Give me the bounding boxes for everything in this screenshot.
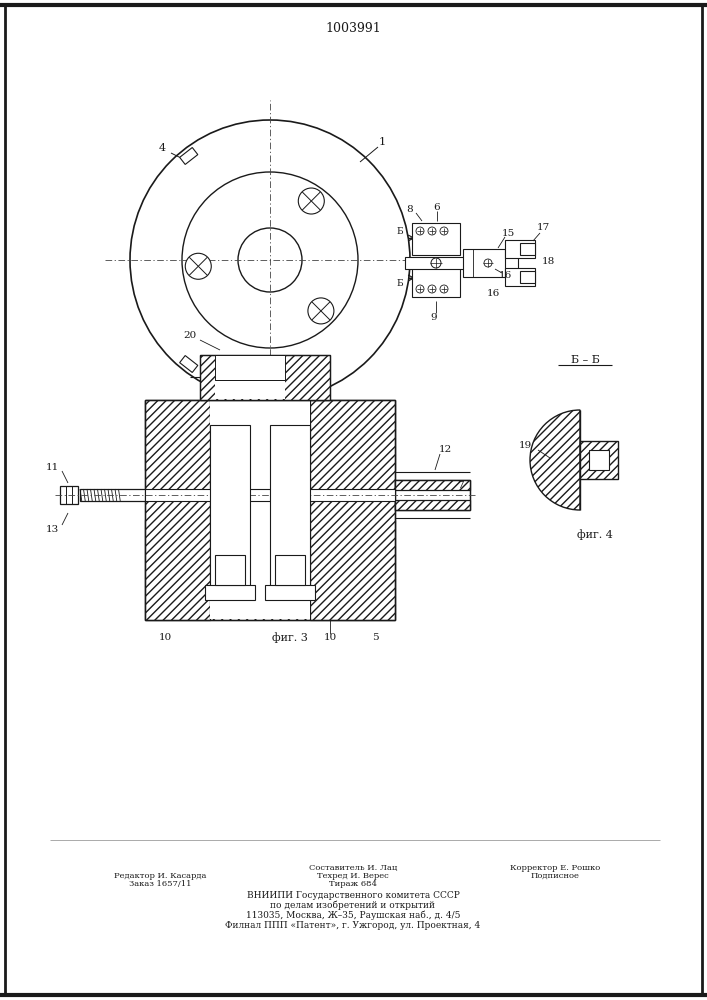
Bar	[395, 500, 470, 510]
Bar	[180, 356, 198, 372]
Text: 16: 16	[498, 270, 512, 279]
Text: Техред И. Верес: Техред И. Верес	[317, 872, 389, 880]
Text: Корректор Е. Рошко: Корректор Е. Рошко	[510, 864, 600, 872]
Text: Составитель И. Лац: Составитель И. Лац	[309, 864, 397, 872]
Bar	[505, 240, 535, 258]
Text: 1: 1	[378, 137, 385, 147]
Bar	[145, 400, 210, 620]
Bar	[310, 400, 395, 620]
Bar	[265, 585, 315, 600]
Bar	[180, 148, 198, 164]
Circle shape	[484, 259, 492, 267]
Bar	[210, 425, 250, 590]
Bar	[505, 268, 535, 286]
Text: 10: 10	[158, 634, 172, 643]
Bar	[205, 585, 255, 600]
Bar	[395, 480, 470, 490]
Text: 8: 8	[407, 205, 414, 214]
Bar	[200, 355, 330, 400]
Bar	[275, 555, 305, 585]
Text: Заказ 1657/11: Заказ 1657/11	[129, 880, 192, 888]
Bar	[215, 355, 285, 380]
Text: Тираж 684: Тираж 684	[329, 880, 377, 888]
Text: 5: 5	[372, 634, 378, 643]
Circle shape	[440, 227, 448, 235]
Bar	[412, 223, 460, 255]
Bar	[395, 480, 470, 510]
Bar	[270, 425, 310, 590]
Bar	[215, 355, 285, 399]
Circle shape	[238, 228, 302, 292]
Circle shape	[431, 258, 441, 268]
Circle shape	[185, 253, 211, 279]
Text: Б: Б	[397, 279, 403, 288]
Bar	[145, 400, 395, 470]
Text: фиг. 4: фиг. 4	[577, 530, 613, 540]
Bar	[463, 249, 505, 277]
Text: Б – Б: Б – Б	[571, 355, 600, 365]
Text: 18: 18	[542, 256, 554, 265]
Bar	[520, 243, 535, 255]
Circle shape	[130, 120, 410, 400]
Circle shape	[416, 285, 424, 293]
Wedge shape	[530, 410, 580, 510]
Text: 9: 9	[431, 312, 438, 322]
Bar	[405, 257, 518, 269]
Circle shape	[416, 227, 424, 235]
Text: А – А: А – А	[205, 367, 235, 377]
Text: Подписное: Подписное	[530, 872, 580, 880]
Circle shape	[428, 285, 436, 293]
Text: 7: 7	[457, 481, 463, 489]
Bar	[215, 555, 245, 585]
Bar	[200, 355, 330, 400]
Bar	[145, 520, 395, 620]
Text: 15: 15	[501, 229, 515, 237]
Circle shape	[308, 298, 334, 324]
Bar	[145, 489, 395, 501]
Bar	[145, 400, 395, 620]
Bar	[412, 265, 460, 297]
Text: 20: 20	[183, 330, 197, 340]
Bar	[80, 489, 145, 501]
Text: 6: 6	[433, 202, 440, 212]
Text: ВНИИПИ Государственного комитета СССР: ВНИИПИ Государственного комитета СССР	[247, 890, 460, 900]
Bar	[589, 450, 609, 470]
Text: 113035, Москва, Ж–35, Раушская наб., д. 4/5: 113035, Москва, Ж–35, Раушская наб., д. …	[246, 910, 460, 920]
Text: 12: 12	[438, 446, 452, 454]
Bar	[520, 271, 535, 283]
Text: Филнал ППП «Патент», г. Ужгород, ул. Проектная, 4: Филнал ППП «Патент», г. Ужгород, ул. Про…	[226, 920, 481, 930]
Text: фиг. 2: фиг. 2	[282, 428, 318, 438]
Circle shape	[428, 227, 436, 235]
Bar	[580, 441, 618, 479]
Text: 13: 13	[45, 526, 59, 534]
Text: 16: 16	[486, 288, 500, 298]
Bar	[60, 486, 78, 504]
Text: 17: 17	[537, 224, 549, 232]
Text: 11: 11	[45, 462, 59, 472]
Bar	[210, 401, 310, 619]
Text: 19: 19	[518, 440, 532, 450]
Text: 10: 10	[323, 634, 337, 643]
Bar	[395, 480, 470, 510]
Text: по делам изобретений и открытий: по делам изобретений и открытий	[271, 900, 436, 910]
Text: Редактор И. Касарда: Редактор И. Касарда	[114, 872, 206, 880]
Circle shape	[298, 188, 325, 214]
Circle shape	[182, 172, 358, 348]
Text: 1003991: 1003991	[325, 21, 381, 34]
Text: Б: Б	[397, 228, 403, 236]
Circle shape	[440, 285, 448, 293]
Text: 4: 4	[158, 143, 165, 153]
Text: фиг. 3: фиг. 3	[272, 633, 308, 643]
